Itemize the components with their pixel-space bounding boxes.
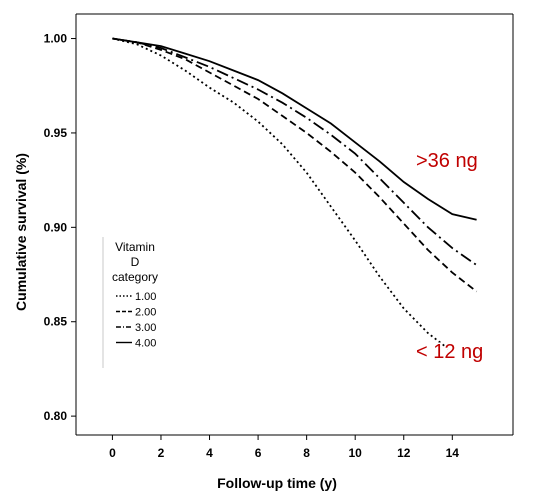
x-axis-title: Follow-up time (y)	[217, 475, 337, 491]
x-tick-label: 8	[303, 446, 310, 460]
legend-label-3.00: 3.00	[135, 322, 156, 334]
legend-title-line-3: category	[112, 270, 158, 284]
annotation-low: < 12 ng	[416, 341, 483, 363]
legend-title-line-1: Vitamin	[115, 240, 155, 254]
y-tick-label: 0.85	[44, 315, 68, 329]
x-tick-label: 2	[158, 446, 165, 460]
legend-label-2.00: 2.00	[135, 307, 156, 319]
series-line-4.00	[112, 37, 477, 221]
legend-label-1.00: 1.00	[135, 291, 156, 303]
annotation-high: >36 ng	[416, 150, 478, 172]
series-line-2.00	[112, 37, 478, 293]
legend: Vitamin D category 1.00 2.00 3.00 4.00	[102, 237, 158, 368]
y-tick-label: 0.95	[44, 126, 68, 140]
y-tick-label: 0.90	[44, 220, 68, 234]
x-tick-label: 14	[446, 446, 460, 460]
x-tick-label: 10	[349, 446, 363, 460]
legend-items: 1.00 2.00 3.00 4.00	[116, 291, 156, 350]
x-tick-label: 0	[109, 446, 116, 460]
plot-frame	[75, 13, 514, 436]
series-line-3.00	[112, 37, 478, 266]
x-tick-label: 12	[397, 446, 411, 460]
axis-ticks: 0 2 4 6 8 10 12 14 0.80 0.85 0.90 0.95 1.00	[44, 32, 460, 460]
series-line-1.00	[112, 37, 453, 353]
y-tick-label: 0.80	[44, 409, 68, 423]
x-tick-label: 4	[206, 446, 213, 460]
legend-label-4.00: 4.00	[135, 338, 156, 350]
series-layer	[112, 37, 478, 353]
legend-title-line-2: D	[131, 255, 140, 269]
y-tick-label: 1.00	[44, 32, 68, 46]
x-tick-label: 6	[255, 446, 262, 460]
y-axis-title: Cumulative survival (%)	[13, 153, 29, 311]
